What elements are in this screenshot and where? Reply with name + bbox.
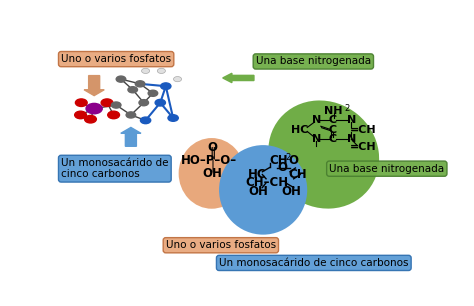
Circle shape: [111, 102, 121, 108]
Text: 2: 2: [344, 104, 349, 113]
Circle shape: [128, 87, 137, 93]
Circle shape: [126, 112, 136, 118]
Circle shape: [116, 76, 126, 82]
Text: Un monosacárido de cinco carbonos: Un monosacárido de cinco carbonos: [219, 258, 409, 268]
Text: Una base nitrogenada: Una base nitrogenada: [256, 57, 371, 66]
Circle shape: [142, 68, 150, 73]
Text: Un monosacárido de
cinco carbonos: Un monosacárido de cinco carbonos: [61, 158, 169, 179]
Text: C: C: [329, 134, 337, 144]
Text: HC: HC: [291, 125, 309, 135]
Text: N: N: [346, 134, 356, 144]
Text: Una base nitrogenada: Una base nitrogenada: [329, 164, 445, 174]
FancyArrow shape: [121, 127, 141, 146]
Circle shape: [161, 83, 171, 89]
Circle shape: [108, 111, 119, 119]
Text: OH: OH: [203, 167, 223, 180]
Text: NH: NH: [324, 106, 342, 116]
Circle shape: [148, 90, 158, 96]
Ellipse shape: [268, 100, 379, 209]
Circle shape: [75, 99, 87, 106]
Text: ‖: ‖: [210, 147, 216, 160]
Text: C: C: [329, 125, 337, 135]
Text: CH: CH: [288, 168, 307, 181]
Text: O: O: [288, 154, 298, 167]
Text: CH–CH: CH–CH: [246, 176, 289, 189]
Circle shape: [155, 99, 165, 106]
Text: C: C: [329, 115, 337, 125]
Text: =CH: =CH: [349, 125, 376, 135]
Circle shape: [168, 115, 178, 121]
Text: |: |: [211, 160, 215, 173]
Ellipse shape: [179, 138, 245, 209]
FancyArrow shape: [84, 76, 104, 95]
Text: OH: OH: [282, 185, 302, 198]
Text: 2: 2: [285, 153, 291, 162]
Text: N: N: [346, 115, 356, 125]
Text: HC: HC: [247, 168, 266, 181]
Circle shape: [101, 99, 113, 106]
Circle shape: [135, 81, 145, 87]
Circle shape: [75, 111, 86, 119]
Text: O: O: [208, 141, 218, 154]
Text: CH: CH: [270, 154, 288, 167]
Circle shape: [139, 100, 148, 106]
Circle shape: [157, 68, 165, 73]
Circle shape: [86, 103, 102, 114]
Text: N: N: [312, 134, 321, 144]
Text: HO–P–O–: HO–P–O–: [181, 154, 237, 167]
Circle shape: [173, 76, 182, 82]
Text: Uno o varios fosfatos: Uno o varios fosfatos: [61, 54, 171, 64]
Text: Uno o varios fosfatos: Uno o varios fosfatos: [166, 240, 276, 250]
Circle shape: [140, 117, 151, 124]
Text: N: N: [312, 115, 321, 125]
Text: =CH: =CH: [349, 142, 376, 152]
Ellipse shape: [219, 145, 307, 235]
FancyArrow shape: [223, 73, 254, 83]
Circle shape: [84, 115, 96, 123]
Text: O: O: [278, 162, 288, 174]
Text: OH: OH: [249, 185, 269, 198]
